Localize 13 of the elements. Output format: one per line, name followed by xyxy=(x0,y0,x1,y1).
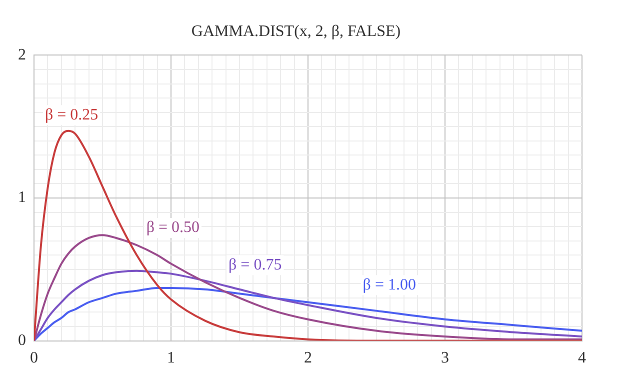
x-tick-label: 2 xyxy=(304,350,312,367)
x-tick-label: 3 xyxy=(441,350,449,367)
chart-title: GAMMA.DIST(x, 2, β, FALSE) xyxy=(191,22,401,40)
x-tick-label: 0 xyxy=(30,350,38,367)
x-tick-label: 4 xyxy=(578,350,586,367)
x-tick-label: 1 xyxy=(167,350,175,367)
series-label: β = 0.50 xyxy=(146,219,200,236)
series-label: β = 0.25 xyxy=(44,106,98,124)
y-tick-label: 2 xyxy=(18,46,26,64)
series-label: β = 1.00 xyxy=(362,276,416,294)
series-label: β = 0.75 xyxy=(228,256,282,274)
y-tick-label: 0 xyxy=(18,332,26,350)
y-tick-label: 1 xyxy=(18,189,26,206)
